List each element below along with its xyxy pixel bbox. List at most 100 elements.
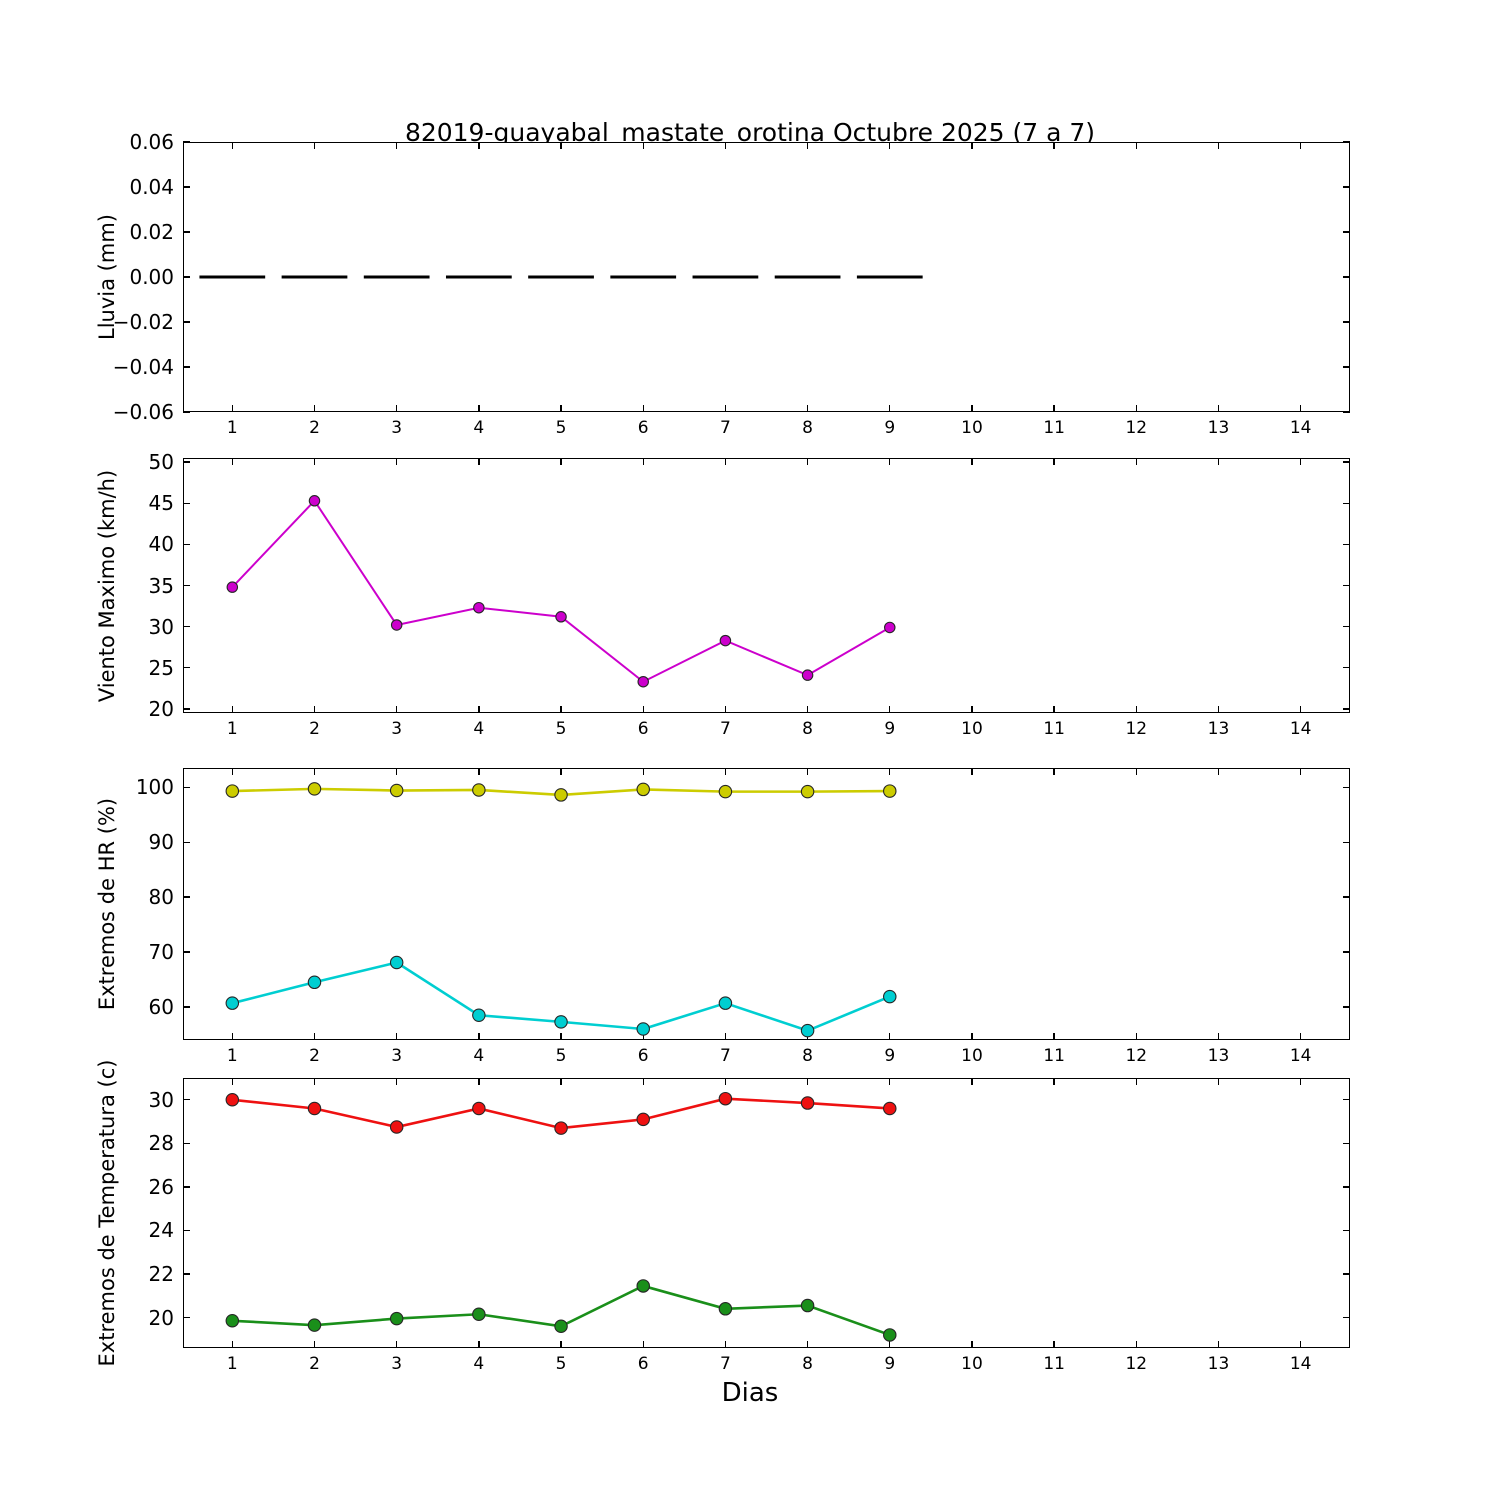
x-tick-mark <box>971 405 973 412</box>
data-point-day-5 <box>555 611 567 623</box>
x-tick-mark <box>1300 768 1302 775</box>
x-tick-mark <box>806 142 809 149</box>
y-tick-mark <box>1343 276 1350 278</box>
x-tick-label: 12 <box>1125 1046 1148 1066</box>
y-tick-mark <box>1343 786 1350 788</box>
y-axis-label-temperatura: Extremos de Temperatura (c) <box>95 1059 119 1367</box>
y-tick-label: 30 <box>148 614 174 639</box>
x-tick-mark <box>560 1033 562 1040</box>
series-line-0 <box>231 499 891 683</box>
data-point-day-7 <box>719 634 732 647</box>
y-tick-label: 20 <box>148 1305 174 1330</box>
x-tick-label: 9 <box>884 1046 896 1066</box>
x-tick-mark <box>478 1078 480 1085</box>
x-tick-mark <box>1053 1341 1055 1348</box>
y-tick-mark <box>183 951 190 953</box>
x-tick-mark <box>396 1033 398 1040</box>
x-tick-mark <box>1217 1341 1220 1348</box>
x-tick-label: 5 <box>555 418 567 438</box>
x-tick-label: 11 <box>1043 1046 1065 1066</box>
x-tick-mark <box>1300 458 1302 465</box>
x-tick-label: 14 <box>1289 719 1312 739</box>
x-tick-mark <box>1135 458 1137 465</box>
x-tick-label: 9 <box>884 719 896 739</box>
x-tick-mark <box>1300 1033 1302 1040</box>
x-tick-label: 11 <box>1043 418 1065 438</box>
y-tick-mark <box>1343 625 1350 628</box>
y-tick-mark <box>1343 1142 1350 1144</box>
x-tick-mark <box>231 706 233 713</box>
x-tick-label: 4 <box>473 418 485 438</box>
x-tick-mark <box>231 405 233 412</box>
x-tick-label: 3 <box>391 1354 403 1374</box>
x-tick-mark <box>889 768 891 775</box>
x-tick-label: 12 <box>1125 418 1148 438</box>
y-tick-label: 24 <box>148 1218 174 1243</box>
x-tick-label: 1 <box>226 719 238 739</box>
x-tick-mark <box>1300 1341 1302 1348</box>
y-tick-mark <box>183 1273 190 1275</box>
data-point-day-9 <box>883 1101 897 1116</box>
y-tick-label: 0.02 <box>129 220 174 244</box>
plot-area-hr <box>225 782 897 1038</box>
x-tick-label: 14 <box>1289 418 1312 438</box>
x-tick-label: 8 <box>802 418 813 438</box>
x-tick-mark <box>971 1341 973 1348</box>
x-tick-mark <box>396 1341 398 1348</box>
y-tick-mark <box>1343 231 1350 233</box>
x-tick-mark <box>560 706 562 713</box>
y-tick-mark <box>1343 141 1350 143</box>
x-tick-mark <box>889 1078 891 1085</box>
y-tick-label: 0.04 <box>129 175 174 199</box>
y-tick-mark <box>183 186 190 188</box>
subplot-temperatura: 20 22 24 26 28 30 1 2 3 4 5 6 7 8 9 10 11 12 13 14 Extremos … <box>95 1060 1350 1374</box>
x-tick-label: 6 <box>637 1046 649 1066</box>
x-tick-label: 12 <box>1125 1354 1148 1374</box>
x-axis-label: Dias <box>721 1378 779 1408</box>
y-tick-label: 35 <box>148 573 174 598</box>
data-point-day-2 <box>308 495 321 507</box>
x-tick-mark <box>724 142 727 149</box>
x-tick-label: 7 <box>719 1354 731 1374</box>
x-tick-label: 14 <box>1289 1354 1312 1374</box>
y-tick-mark <box>183 1229 190 1232</box>
y-tick-mark <box>1343 461 1350 463</box>
y-tick-mark <box>1343 1006 1350 1008</box>
x-tick-mark <box>313 1033 316 1040</box>
x-tick-label: 2 <box>309 418 320 438</box>
x-tick-mark <box>806 706 809 713</box>
x-tick-label: 2 <box>309 1354 320 1374</box>
x-tick-mark <box>806 768 809 775</box>
x-tick-mark <box>231 1033 233 1040</box>
data-point-day-8 <box>800 1096 815 1110</box>
data-point-day-1 <box>226 581 239 593</box>
x-tick-mark <box>313 1341 316 1348</box>
x-tick-mark <box>560 458 562 465</box>
x-tick-label: 12 <box>1125 719 1148 739</box>
x-tick-mark <box>478 706 480 713</box>
data-point-day-7 <box>718 784 733 799</box>
y-tick-label: 40 <box>148 532 174 557</box>
x-tick-mark <box>724 1078 727 1085</box>
x-tick-mark <box>478 768 480 775</box>
y-tick-mark <box>183 1186 190 1188</box>
data-point-day-7 <box>718 1302 733 1316</box>
x-tick-label: 4 <box>473 719 485 739</box>
x-tick-mark <box>478 458 480 465</box>
y-tick-label: 45 <box>148 491 174 516</box>
x-tick-label: 5 <box>555 1046 567 1066</box>
x-tick-mark <box>396 768 398 775</box>
x-tick-mark <box>1135 1078 1137 1085</box>
x-tick-mark <box>396 458 398 465</box>
data-point-day-6 <box>636 1279 650 1293</box>
x-tick-mark <box>806 1078 809 1085</box>
x-tick-label: 7 <box>719 1046 731 1066</box>
x-tick-mark <box>1217 706 1220 713</box>
x-tick-mark <box>560 768 562 775</box>
x-tick-mark <box>1053 1078 1055 1085</box>
x-tick-label: 7 <box>719 418 731 438</box>
x-tick-mark <box>724 405 727 412</box>
x-tick-mark <box>396 405 398 412</box>
x-tick-mark <box>889 458 891 465</box>
x-tick-mark <box>642 458 644 465</box>
